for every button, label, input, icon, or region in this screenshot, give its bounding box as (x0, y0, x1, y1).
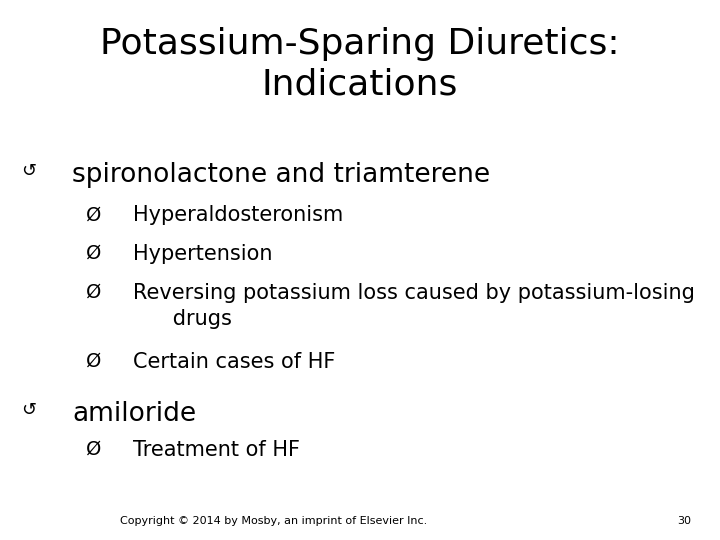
Text: Ø: Ø (86, 283, 102, 302)
Text: 30: 30 (678, 516, 691, 526)
Text: Potassium-Sparing Diuretics:
Indications: Potassium-Sparing Diuretics: Indications (100, 27, 620, 102)
Text: Certain cases of HF: Certain cases of HF (133, 352, 336, 372)
Text: Ø: Ø (86, 244, 102, 263)
Text: ↺: ↺ (22, 401, 37, 419)
Text: Hypertension: Hypertension (133, 244, 273, 264)
Text: ↺: ↺ (22, 162, 37, 180)
Text: spironolactone and triamterene: spironolactone and triamterene (72, 162, 490, 188)
Text: Ø: Ø (86, 205, 102, 224)
Text: Treatment of HF: Treatment of HF (133, 440, 300, 460)
Text: amiloride: amiloride (72, 401, 196, 427)
Text: Hyperaldosteronism: Hyperaldosteronism (133, 205, 343, 225)
Text: Reversing potassium loss caused by potassium-losing
      drugs: Reversing potassium loss caused by potas… (133, 283, 695, 328)
Text: Ø: Ø (86, 352, 102, 370)
Text: Copyright © 2014 by Mosby, an imprint of Elsevier Inc.: Copyright © 2014 by Mosby, an imprint of… (120, 516, 427, 526)
Text: Ø: Ø (86, 440, 102, 459)
